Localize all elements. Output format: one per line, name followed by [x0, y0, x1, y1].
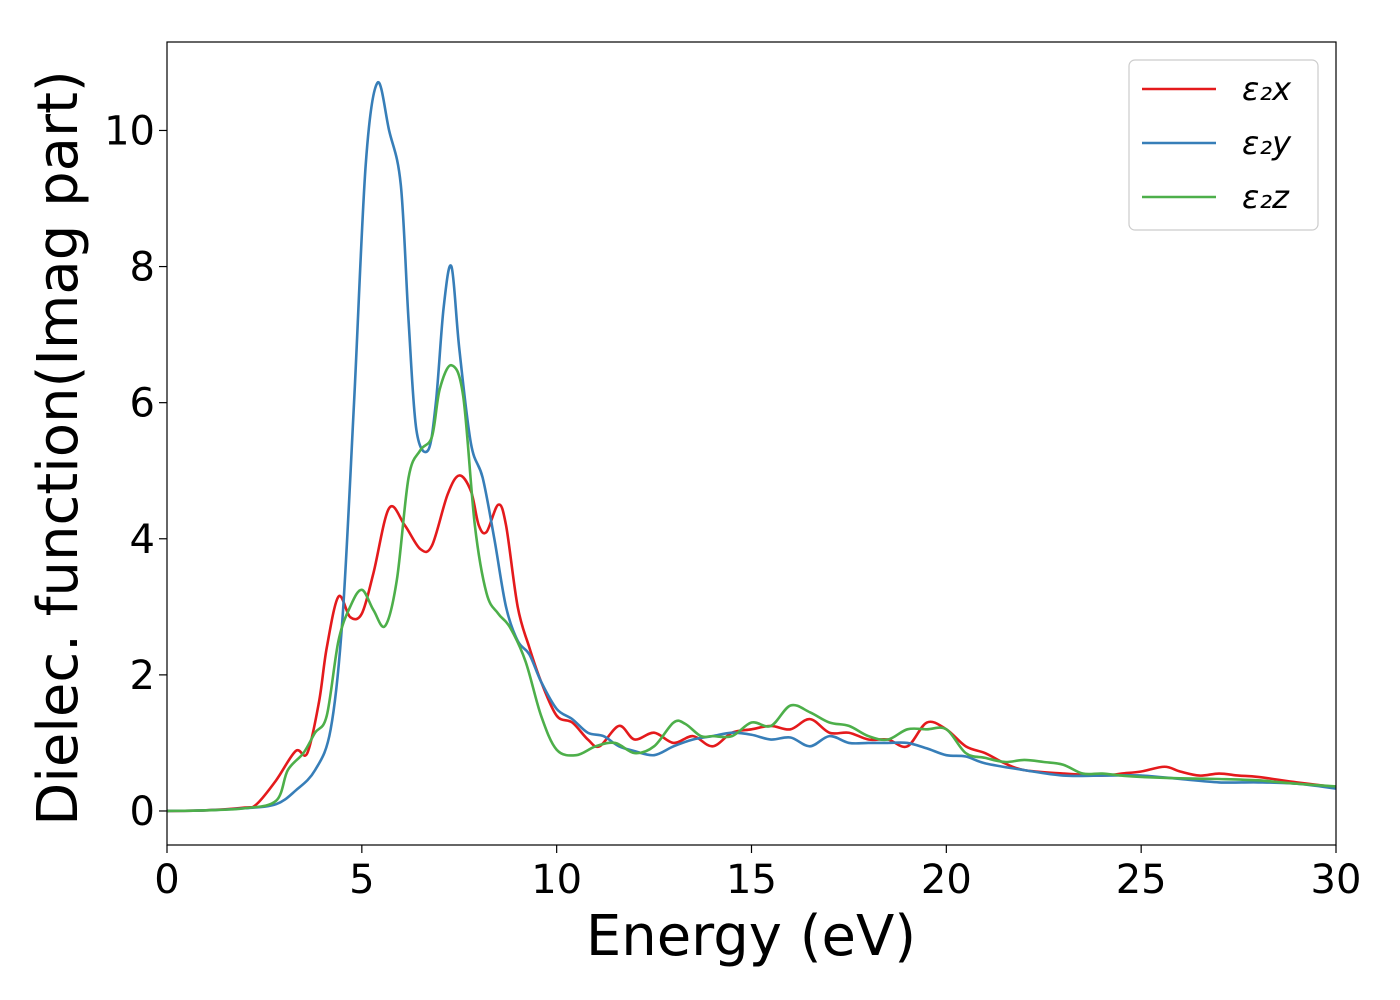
y-axis-label: Dielec. function(Imag part) — [26, 70, 91, 826]
x-tick-label: 5 — [349, 857, 374, 903]
y-tick-label: 6 — [130, 381, 155, 427]
y-tick-label: 10 — [104, 108, 155, 154]
legend-box — [1128, 59, 1319, 231]
y-axis-ticks: 0 2 4 6 8 10 — [104, 108, 167, 835]
y-tick-label: 0 — [130, 789, 155, 835]
series-layer — [167, 81, 1336, 813]
series-line-1 — [167, 474, 1336, 813]
legend-label-2: ε₂y — [1242, 124, 1292, 162]
y-tick-label: 8 — [130, 245, 155, 291]
series-line-3 — [167, 363, 1336, 813]
y-tick-label: 2 — [130, 653, 155, 699]
x-tick-label: 25 — [1116, 857, 1167, 903]
legend-label-1: ε₂x — [1242, 70, 1292, 108]
x-tick-label: 10 — [531, 857, 582, 903]
y-tick-label: 4 — [130, 517, 155, 563]
x-tick-label: 20 — [921, 857, 972, 903]
legend: ε₂x ε₂y ε₂z — [1128, 59, 1319, 231]
legend-label-3: ε₂z — [1242, 178, 1290, 216]
x-tick-label: 0 — [154, 857, 179, 903]
x-axis-label: Energy (eV) — [586, 904, 916, 969]
x-axis-ticks: 0 5 10 15 20 25 30 — [154, 845, 1361, 903]
x-tick-label: 30 — [1311, 857, 1362, 903]
series-line-2 — [167, 81, 1336, 813]
x-tick-label: 15 — [726, 857, 777, 903]
